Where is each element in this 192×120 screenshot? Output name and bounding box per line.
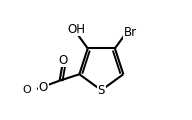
Text: O: O <box>58 54 68 67</box>
Text: S: S <box>98 84 105 97</box>
Text: O: O <box>39 81 48 94</box>
Text: Br: Br <box>124 26 137 39</box>
Text: OH: OH <box>67 23 85 36</box>
Text: O: O <box>22 85 31 95</box>
